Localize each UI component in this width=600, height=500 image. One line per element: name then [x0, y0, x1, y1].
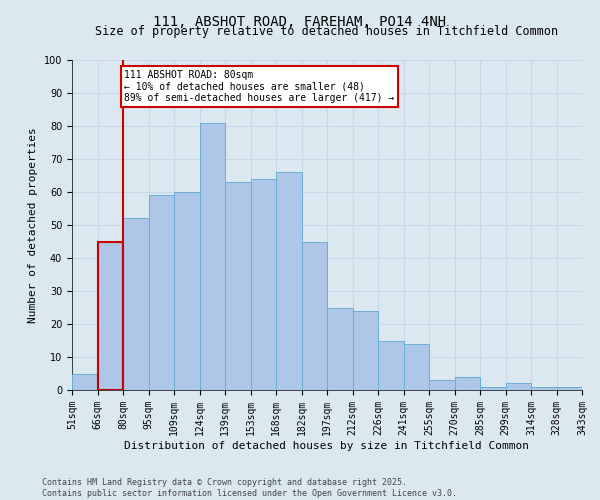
Bar [199, 122, 225, 390]
Bar [557, 386, 582, 390]
X-axis label: Distribution of detached houses by size in Titchfield Common: Distribution of detached houses by size … [125, 440, 530, 450]
Bar [327, 308, 353, 390]
Bar [505, 384, 531, 390]
Bar [480, 386, 505, 390]
Text: Contains HM Land Registry data © Crown copyright and database right 2025.
Contai: Contains HM Land Registry data © Crown c… [42, 478, 457, 498]
Title: Size of property relative to detached houses in Titchfield Common: Size of property relative to detached ho… [95, 25, 559, 38]
Bar [97, 242, 123, 390]
Bar [353, 311, 378, 390]
Bar [149, 196, 174, 390]
Bar [531, 386, 557, 390]
Text: 111, ABSHOT ROAD, FAREHAM, PO14 4NH: 111, ABSHOT ROAD, FAREHAM, PO14 4NH [154, 15, 446, 29]
Y-axis label: Number of detached properties: Number of detached properties [28, 127, 38, 323]
Bar [276, 172, 302, 390]
Bar [251, 179, 276, 390]
Bar [302, 242, 327, 390]
Bar [225, 182, 251, 390]
Bar [72, 374, 97, 390]
Bar [123, 218, 149, 390]
Bar [378, 340, 404, 390]
Text: 111 ABSHOT ROAD: 80sqm
← 10% of detached houses are smaller (48)
89% of semi-det: 111 ABSHOT ROAD: 80sqm ← 10% of detached… [124, 70, 395, 103]
Bar [174, 192, 199, 390]
Bar [455, 377, 480, 390]
Bar [404, 344, 429, 390]
Bar [429, 380, 455, 390]
